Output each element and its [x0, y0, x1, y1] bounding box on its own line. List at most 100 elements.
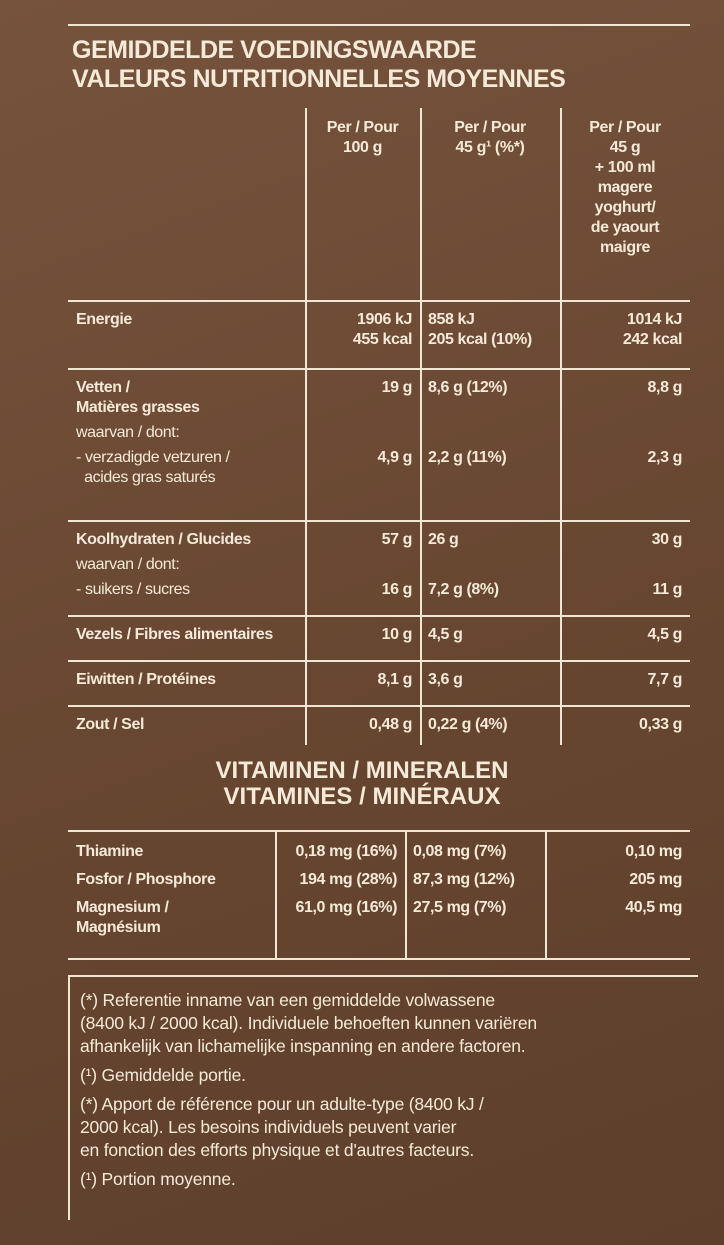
value-cell: 61,0 mg (16%): [295, 899, 397, 916]
value-line: 4,9 g: [377, 449, 413, 466]
value-cell: 4,5 g: [560, 625, 690, 645]
value-line: 16 g: [381, 581, 413, 598]
row-label: Koolhydraten / Glucides: [68, 530, 305, 550]
footnote-line: 2000 kcal). Les besoins individuels peuv…: [80, 1117, 457, 1137]
value-line: 242 kcal: [622, 331, 682, 348]
footnote: (*) Apport de référence pour un adulte-t…: [80, 1093, 698, 1162]
row-label-line: Vetten /: [76, 379, 130, 396]
value-cell: 19 g: [305, 378, 420, 418]
value-line: 0,48 g: [369, 716, 412, 733]
footnote-line: afhankelijk van lichamelijke inspanning …: [80, 1036, 526, 1056]
column-rule: [405, 830, 407, 960]
column-header-line: 100 g: [343, 139, 382, 156]
value-cell: [560, 423, 690, 443]
table-row: Koolhydraten / Glucides 57 g 26 g 30 g: [68, 530, 690, 550]
column-rule: [420, 108, 422, 745]
row-label-line: Eiwitten / Protéines: [76, 671, 216, 688]
row-label-line: Magnésium: [76, 919, 161, 936]
row-label-line: Vezels / Fibres alimentaires: [76, 626, 273, 643]
row-group: Energie 1906 kJ 455 kcal 858 kJ 205 kcal (10…: [68, 300, 690, 368]
row-label: Energie: [68, 310, 305, 350]
column-rule: [305, 108, 307, 745]
value-cell: [420, 423, 560, 443]
row-label-line: acides gras saturés: [76, 469, 216, 486]
value-cell: 8,1 g: [305, 670, 420, 690]
column-header-line: Per / Pour: [326, 119, 399, 136]
value-cell: 11 g: [560, 580, 690, 600]
table-row: Vezels / Fibres alimentaires 10 g 4,5 g 4,5…: [68, 625, 690, 645]
footnote: (*) Referentie inname van een gemiddelde…: [80, 989, 698, 1058]
value-cell: 194 mg (28%): [299, 871, 398, 888]
value-cell: 40,5 mg: [625, 899, 682, 916]
row-label: Magnesium / Magnésium: [68, 898, 275, 938]
value-line: 8,1 g: [377, 671, 413, 688]
column-header-line: 45 g¹ (%*): [455, 139, 525, 156]
value-cell: 2,2 g (11%): [420, 448, 560, 488]
value-line: 57 g: [381, 531, 413, 548]
value-cell: 26 g: [420, 530, 560, 550]
value-line: 19 g: [381, 379, 413, 396]
column-rule: [545, 830, 547, 960]
table-row: - verzadigde vetzuren / acides gras satu…: [68, 448, 690, 488]
row-label-line: Energie: [76, 311, 132, 328]
row-label-line: Matières grasses: [76, 399, 200, 416]
value-cell: 4,5 g: [420, 625, 560, 645]
row-label-line: - suikers / sucres: [76, 581, 190, 598]
row-label-line: Zout / Sel: [76, 716, 145, 733]
value-line: 1906 kJ: [356, 311, 412, 328]
vitamins-table: Thiamine 0,18 mg (16%) 0,08 mg (7%) 0,10 mg…: [68, 830, 690, 960]
value-cell: 0,10 mg: [625, 843, 682, 860]
value-line: 7,7 g: [647, 671, 683, 688]
value-cell: 1906 kJ 455 kcal: [305, 310, 420, 350]
column-header: Per / Pour 45 g + 100 ml magere yoghurt/de y…: [560, 118, 690, 300]
row-label: Eiwitten / Protéines: [68, 670, 305, 690]
value-line: 10 g: [381, 626, 413, 643]
table-row: Zout / Sel 0,48 g 0,22 g (4%) 0,33 g: [68, 715, 690, 735]
vitamin-row: Fosfor / Phosphore 194 mg (28%) 87,3 mg (1…: [68, 870, 690, 890]
table-row: waarvan / dont:: [68, 555, 690, 575]
value-line: 858 kJ: [428, 311, 475, 328]
value-cell: 0,48 g: [305, 715, 420, 735]
vitamin-row: Thiamine 0,18 mg (16%) 0,08 mg (7%) 0,10 mg: [68, 842, 690, 862]
value-cell: 87,3 mg (12%): [413, 871, 515, 888]
footnote: (¹) Gemiddelde portie.: [80, 1064, 698, 1087]
row-group: Eiwitten / Protéines 8,1 g 3,6 g 7,7 g: [68, 660, 690, 705]
value-cell: 205 mg: [629, 871, 682, 888]
footnote-line: (¹) Gemiddelde portie.: [80, 1065, 246, 1085]
empty-cell: [68, 118, 305, 300]
value-line: 455 kcal: [352, 331, 412, 348]
value-cell: 7,7 g: [560, 670, 690, 690]
value-line: 2,2 g (11%): [428, 449, 507, 466]
value-line: 205 kcal (10%): [428, 331, 532, 348]
value-line: 4,5 g: [647, 626, 683, 643]
column-header-line: yoghurt/: [594, 199, 656, 216]
value-cell: 2,3 g: [560, 448, 690, 488]
vitamins-title: VITAMINEN / MINERALEN VITAMINES / MINÉRAU…: [0, 758, 724, 810]
row-label-line: waarvan / dont:: [76, 424, 180, 441]
row-label: - suikers / sucres: [68, 580, 305, 600]
table-row: Vetten / Matières grasses 19 g 8,6 g (12%) 8…: [68, 378, 690, 418]
header-row: Per / Pour 100 g Per / Pour 45 g¹ (%*) Per /…: [68, 108, 690, 300]
row-label-line: Thiamine: [76, 843, 144, 860]
column-rule: [275, 830, 277, 960]
row-label-line: waarvan / dont:: [76, 556, 180, 573]
nutrition-table: Per / Pour 100 g Per / Pour 45 g¹ (%*) Per /…: [68, 108, 690, 745]
column-header-line: Per / Pour: [454, 119, 526, 136]
value-line: 4,5 g: [428, 626, 463, 643]
value-cell: 30 g: [560, 530, 690, 550]
row-label: - verzadigde vetzuren / acides gras satu…: [68, 448, 305, 488]
footnotes: (*) Referentie inname van een gemiddelde…: [68, 975, 698, 1220]
value-cell: 4,9 g: [305, 448, 420, 488]
title-line: GEMIDDELDE VOEDINGSWAARDE: [72, 36, 477, 64]
row-group: Vezels / Fibres alimentaires 10 g 4,5 g 4,5…: [68, 615, 690, 660]
column-rule: [560, 108, 562, 745]
value-cell: 1014 kJ 242 kcal: [560, 310, 690, 350]
vitamin-row: Magnesium / Magnésium 61,0 mg (16%) 27,5 mg…: [68, 898, 690, 938]
row-label-line: Koolhydraten / Glucides: [76, 531, 251, 548]
row-label: Zout / Sel: [68, 715, 305, 735]
table-row: Energie 1906 kJ 455 kcal 858 kJ 205 kcal (10…: [68, 310, 690, 350]
row-label: Fosfor / Phosphore: [68, 870, 275, 890]
value-cell: [420, 555, 560, 575]
title-line: VALEURS NUTRITIONNELLES MOYENNES: [72, 65, 566, 93]
